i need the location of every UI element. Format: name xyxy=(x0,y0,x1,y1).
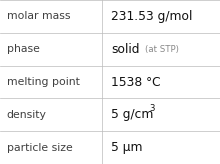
Text: 5 g/cm: 5 g/cm xyxy=(111,108,154,121)
Text: 1538 °C: 1538 °C xyxy=(111,75,161,89)
Text: molar mass: molar mass xyxy=(7,11,70,21)
Text: 3: 3 xyxy=(150,104,155,113)
Text: 5 µm: 5 µm xyxy=(111,141,143,154)
Text: 231.53 g/mol: 231.53 g/mol xyxy=(111,10,192,23)
Text: density: density xyxy=(7,110,46,120)
Text: phase: phase xyxy=(7,44,39,54)
Text: solid: solid xyxy=(111,43,140,56)
Text: particle size: particle size xyxy=(7,143,72,153)
Text: (at STP): (at STP) xyxy=(145,45,179,54)
Text: melting point: melting point xyxy=(7,77,79,87)
